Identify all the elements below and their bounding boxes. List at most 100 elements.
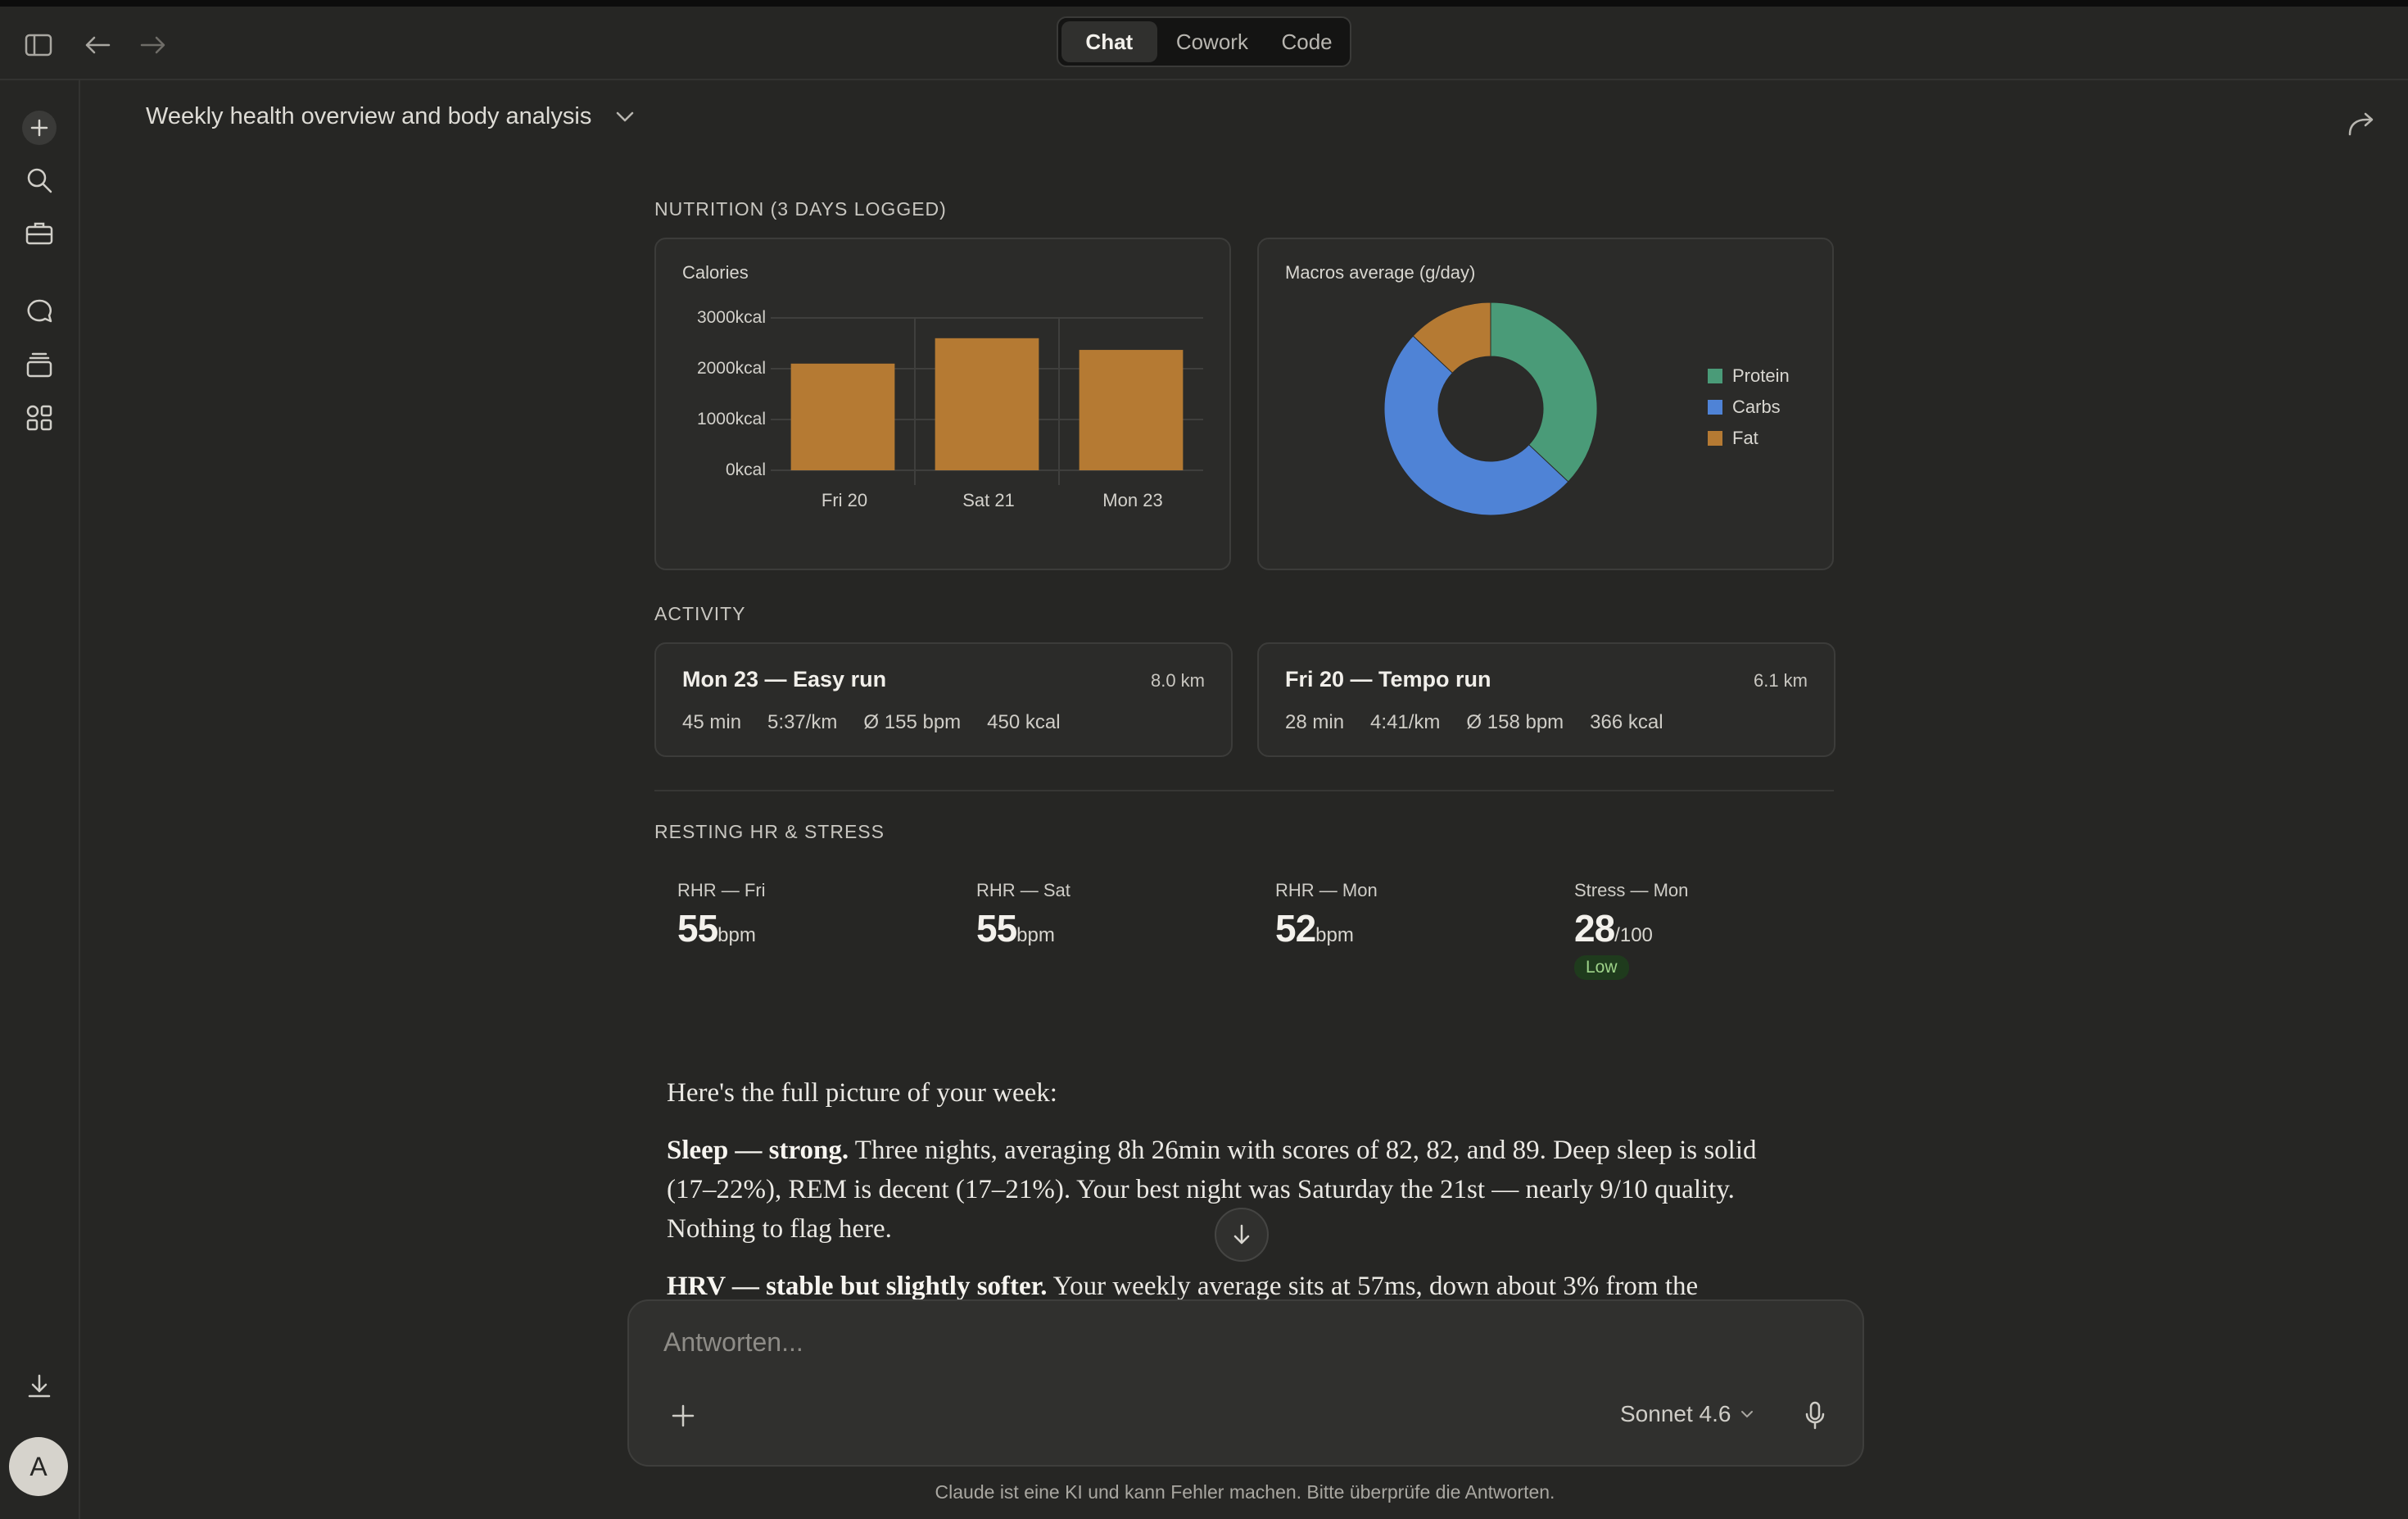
activity-title: Fri 20 — Tempo run [1285, 667, 1491, 691]
plus-icon [22, 111, 57, 145]
pie-slice-protein[interactable] [1490, 302, 1598, 483]
message-hrv-heading: HRV — stable but slightly softer. [667, 1272, 1048, 1301]
briefcase-icon[interactable] [20, 213, 59, 252]
mode-switcher: Chat Cowork Code [1057, 16, 1351, 67]
metric-stress-mon: Stress — Mon 28/100 Low [1574, 880, 1688, 980]
bar[interactable] [935, 338, 1039, 470]
activity-distance: 8.0 km [1150, 670, 1205, 691]
calories-card: Calories 0kcal 1000kcal 2000kcal 3000kcal Fr… [654, 238, 1231, 570]
bar[interactable] [1079, 350, 1184, 470]
activity-duration: 45 min [682, 711, 742, 733]
metric-value: 28/100 [1574, 906, 1688, 950]
y-tick-label: 1000kcal [696, 410, 766, 428]
arrow-right-icon[interactable] [133, 25, 174, 66]
metric-number: 55 [677, 907, 718, 950]
x-tick-label: Sat 21 [962, 490, 1015, 510]
add-attachment-button[interactable] [665, 1398, 701, 1434]
activity-card[interactable]: Mon 23 — Easy run 8.0 km 45 min 5:37/km … [654, 642, 1233, 757]
tab-chat[interactable]: Chat [1061, 21, 1157, 62]
sidebar-toggle-icon[interactable] [18, 25, 59, 66]
conversation-title-button[interactable]: Weekly health overview and body analysis [146, 103, 634, 130]
microphone-icon[interactable] [1795, 1396, 1835, 1435]
model-name: Sonnet 4.6 [1620, 1401, 1731, 1426]
reply-input[interactable] [662, 1321, 1730, 1363]
x-tick-label: Mon 23 [1102, 490, 1163, 510]
tab-cowork[interactable]: Cowork [1175, 29, 1248, 54]
macros-chart [1383, 302, 1598, 516]
metric-unit: bpm [1315, 924, 1354, 946]
legend-swatch-carbs [1708, 400, 1722, 415]
legend-carbs: Carbs [1708, 397, 1781, 418]
message-hrv-paragraph: HRV — stable but slightly softer. Your w… [667, 1267, 1797, 1301]
search-icon[interactable] [20, 161, 59, 200]
macros-card: Macros average (g/day) Protein Carbs Fat [1257, 238, 1834, 570]
tab-code[interactable]: Code [1281, 29, 1333, 54]
top-bar: Chat Cowork Code [0, 7, 2408, 80]
metric-unit: /100 [1614, 924, 1653, 946]
legend-swatch-fat [1708, 431, 1722, 446]
conversation-title: Weekly health overview and body analysis [146, 103, 592, 129]
sidebar [0, 80, 80, 1519]
message-sleep-heading: Sleep — strong. [667, 1136, 849, 1165]
y-tick-label: 2000kcal [696, 359, 766, 378]
activity-hr: Ø 158 bpm [1466, 711, 1564, 733]
metric-rhr-sat: RHR — Sat 55bpm [976, 880, 1070, 950]
chat-bubble-icon[interactable] [20, 292, 59, 331]
calories-chart [771, 317, 1203, 485]
y-tick-label: 3000kcal [696, 308, 766, 327]
activity-section-label: ACTIVITY [654, 603, 746, 624]
download-icon[interactable] [20, 1367, 59, 1406]
grid-icon[interactable] [20, 398, 59, 438]
message-hrv-text: Your weekly average sits at 57ms, down a… [1047, 1272, 1699, 1301]
activity-stats: 45 min 5:37/km Ø 155 bpm 450 kcal [682, 711, 1061, 734]
macros-title: Macros average (g/day) [1285, 262, 1476, 283]
y-tick-label: 0kcal [725, 460, 766, 479]
model-selector[interactable]: Sonnet 4.6 [1620, 1401, 1754, 1427]
metric-number: 55 [976, 907, 1017, 950]
metric-label: RHR — Mon [1275, 880, 1378, 900]
metric-value: 52bpm [1275, 906, 1378, 950]
metric-label: RHR — Fri [677, 880, 766, 900]
activity-kcal: 450 kcal [987, 711, 1061, 733]
legend-protein: Protein [1708, 365, 1790, 387]
legend-label-protein: Protein [1732, 365, 1790, 386]
metric-label: Stress — Mon [1574, 880, 1689, 900]
share-icon[interactable] [2341, 103, 2382, 144]
legend-swatch-protein [1708, 369, 1722, 383]
assistant-message: Here's the full picture of your week: Sl… [667, 1073, 1797, 1301]
calories-title: Calories [682, 262, 749, 283]
metric-value: 55bpm [976, 906, 1070, 950]
arrow-left-icon[interactable] [77, 25, 118, 66]
chevron-down-icon [1741, 1411, 1754, 1418]
scroll-to-bottom-button[interactable] [1215, 1208, 1269, 1262]
disclaimer: Claude ist eine KI und kann Fehler mache… [935, 1481, 1555, 1503]
activity-stats: 28 min 4:41/km Ø 158 bpm 366 kcal [1285, 711, 1663, 734]
pie-slice-fat[interactable] [1412, 302, 1491, 374]
pie-slice-carbs[interactable] [1383, 335, 1569, 516]
legend-fat: Fat [1708, 428, 1758, 449]
avatar[interactable]: A [9, 1437, 68, 1496]
message-sleep-paragraph: Sleep — strong. Three nights, averaging … [667, 1131, 1797, 1249]
activity-duration: 28 min [1285, 711, 1345, 733]
stack-icon[interactable] [20, 346, 59, 385]
new-chat-button[interactable] [20, 108, 59, 147]
activity-kcal: 366 kcal [1590, 711, 1663, 733]
metric-value: 55bpm [677, 906, 766, 950]
metric-unit: bpm [717, 924, 756, 946]
metric-rhr-mon: RHR — Mon 52bpm [1275, 880, 1378, 950]
bar[interactable] [790, 363, 895, 470]
status-badge: Low [1574, 955, 1629, 980]
activity-pace: 5:37/km [767, 711, 838, 733]
section-divider [654, 790, 1834, 791]
metric-number: 52 [1275, 907, 1316, 950]
chevron-down-icon [617, 111, 634, 121]
window-top-strip [0, 0, 2408, 7]
metric-label: RHR — Sat [976, 880, 1070, 900]
plus-icon [672, 1404, 695, 1427]
message-clip: Here's the full picture of your week: Sl… [0, 1073, 2408, 1301]
nutrition-section-label: NUTRITION (3 DAYS LOGGED) [654, 198, 947, 220]
activity-card[interactable]: Fri 20 — Tempo run 6.1 km 28 min 4:41/km… [1257, 642, 1835, 757]
metric-number: 28 [1574, 907, 1615, 950]
activity-distance: 6.1 km [1753, 670, 1808, 691]
composer: Sonnet 4.6 [627, 1299, 1864, 1467]
